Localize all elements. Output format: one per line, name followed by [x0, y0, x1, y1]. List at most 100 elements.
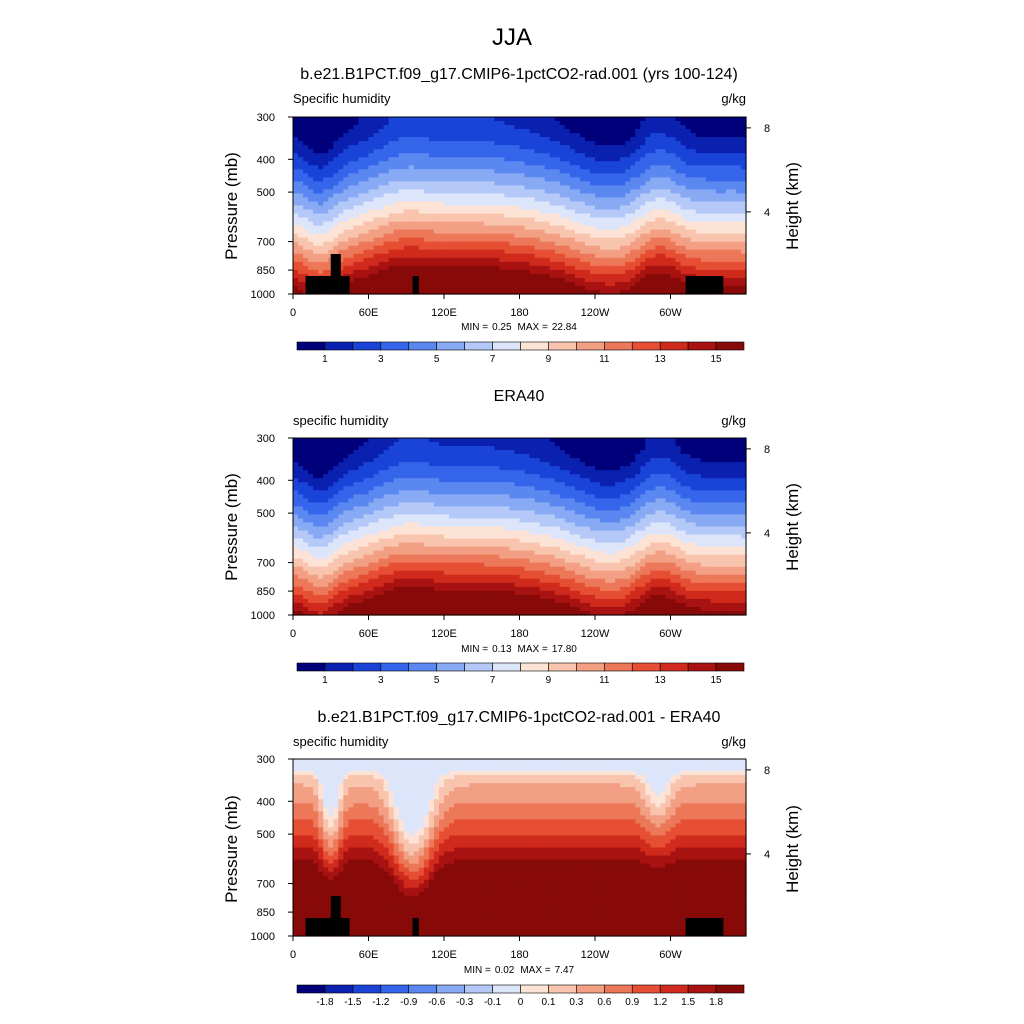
field-cell	[589, 193, 596, 199]
field-cell	[363, 149, 370, 154]
field-cell	[383, 289, 390, 295]
field-cell	[423, 173, 430, 178]
field-cell	[564, 237, 571, 243]
field-cell	[685, 245, 692, 251]
field-cell	[474, 213, 480, 219]
field-cell	[494, 177, 500, 182]
field-cell	[449, 173, 455, 178]
field-cell	[368, 265, 375, 271]
field-cell	[600, 446, 606, 451]
field-cell	[433, 189, 440, 195]
field-cell	[670, 209, 677, 215]
field-cell	[615, 121, 621, 126]
field-cell	[444, 438, 450, 443]
field-cell	[353, 470, 360, 475]
field-cell	[393, 145, 400, 150]
field-cell	[549, 149, 556, 154]
field-cell	[554, 285, 561, 291]
field-cell	[740, 205, 747, 211]
field-cell	[720, 474, 727, 479]
field-cell	[403, 125, 410, 130]
field-cell	[348, 189, 354, 195]
field-cell	[418, 205, 425, 211]
field-cell	[348, 137, 354, 142]
field-cell	[383, 442, 390, 447]
field-cell	[393, 446, 400, 451]
field-cell	[740, 446, 747, 451]
field-cell	[298, 225, 304, 231]
field-cell	[695, 217, 702, 223]
field-cell	[589, 289, 596, 295]
field-cell	[413, 454, 420, 459]
field-cell	[675, 261, 682, 267]
field-cell	[730, 157, 737, 162]
field-cell	[650, 121, 656, 126]
field-cell	[534, 213, 541, 219]
field-cell	[605, 237, 611, 243]
field-cell	[630, 141, 636, 146]
field-cell	[514, 129, 521, 134]
field-cell	[313, 454, 319, 459]
field-cell	[323, 257, 329, 263]
field-cell	[730, 289, 737, 295]
field-cell	[705, 442, 712, 447]
field-cell	[705, 229, 712, 235]
field-cell	[474, 201, 480, 207]
field-cell	[685, 446, 692, 451]
field-cell	[383, 253, 390, 259]
field-cell	[559, 450, 566, 455]
field-cell	[403, 137, 410, 142]
field-cell	[569, 205, 576, 211]
field-cell	[313, 149, 319, 154]
field-cell	[595, 277, 601, 283]
field-cell	[464, 241, 470, 247]
field-cell	[579, 141, 586, 146]
field-cell	[398, 249, 405, 255]
field-cell	[665, 125, 672, 130]
field-cell	[539, 145, 546, 150]
field-cell	[680, 217, 687, 223]
field-cell	[645, 213, 651, 219]
field-cell	[715, 129, 722, 134]
field-cell	[343, 249, 349, 255]
field-cell	[318, 442, 324, 447]
field-cell	[539, 225, 546, 231]
field-cell	[630, 249, 636, 255]
field-cell	[353, 145, 360, 150]
field-cell	[564, 261, 571, 267]
field-cell	[438, 197, 445, 203]
field-cell	[615, 217, 621, 223]
field-cell	[408, 241, 415, 247]
field-cell	[705, 141, 712, 146]
field-cell	[308, 153, 314, 158]
field-cell	[353, 185, 360, 191]
field-cell	[313, 245, 319, 251]
field-cell	[710, 225, 717, 231]
field-cell	[549, 466, 556, 471]
colorbar-box	[296, 341, 326, 351]
field-cell	[484, 269, 490, 275]
field-cell	[670, 233, 677, 239]
field-cell	[343, 205, 349, 211]
field-cell	[333, 129, 339, 134]
field-cell	[383, 149, 390, 154]
field-cell	[428, 205, 435, 211]
field-cell	[539, 149, 546, 154]
field-cell	[383, 265, 390, 271]
field-cell	[665, 253, 672, 259]
field-cell	[363, 478, 370, 483]
field-cell	[569, 221, 576, 227]
field-cell	[529, 149, 536, 154]
field-cell	[665, 249, 672, 255]
field-cell	[595, 225, 601, 231]
field-cell	[539, 133, 546, 138]
field-cell	[635, 213, 641, 219]
field-cell	[353, 277, 360, 283]
field-cell	[444, 185, 450, 191]
field-cell	[720, 229, 727, 235]
field-cell	[428, 129, 435, 134]
field-cell	[398, 193, 405, 199]
field-cell	[549, 181, 556, 186]
field-cell	[449, 241, 455, 247]
field-cell	[504, 153, 511, 158]
